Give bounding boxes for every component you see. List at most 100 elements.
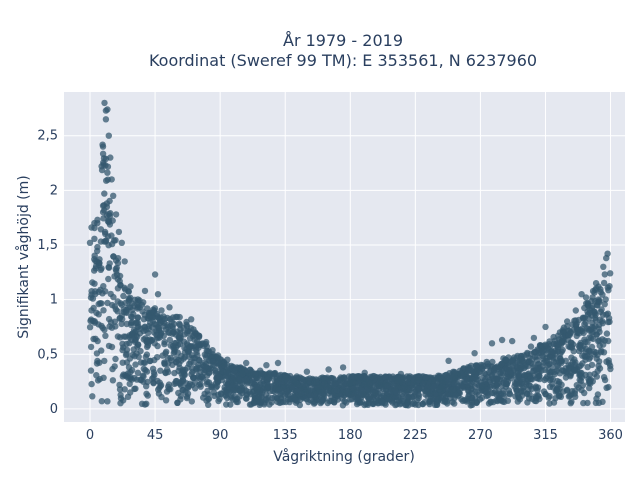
scatter-point bbox=[397, 370, 405, 378]
y-tick-label: 2,5 bbox=[37, 129, 58, 144]
scatter-point bbox=[234, 395, 241, 402]
scatter-point bbox=[177, 357, 185, 364]
scatter-point bbox=[567, 400, 574, 407]
scatter-point bbox=[514, 398, 521, 405]
scatter-point bbox=[123, 350, 130, 357]
scatter-point bbox=[132, 328, 139, 335]
scatter-point bbox=[227, 394, 234, 401]
scatter-point bbox=[478, 394, 486, 401]
scatter-point bbox=[108, 176, 115, 183]
scatter-point bbox=[607, 365, 614, 373]
scatter-point bbox=[137, 347, 144, 355]
scatter-point bbox=[596, 298, 603, 306]
scatter-point bbox=[501, 392, 508, 400]
scatter-point bbox=[221, 362, 228, 369]
scatter-point bbox=[471, 350, 478, 357]
scatter-point bbox=[274, 359, 282, 367]
scatter-point bbox=[601, 271, 608, 278]
scatter-point bbox=[359, 387, 366, 395]
scatter-point bbox=[427, 390, 434, 397]
scatter-point bbox=[488, 340, 496, 347]
scatter-point bbox=[445, 357, 452, 364]
scatter-point bbox=[341, 398, 348, 405]
scatter-point bbox=[536, 375, 543, 383]
scatter-point bbox=[188, 371, 195, 378]
scatter-point bbox=[298, 375, 305, 382]
scatter-point bbox=[98, 398, 106, 405]
scatter-point bbox=[177, 326, 184, 333]
scatter-point bbox=[534, 353, 541, 360]
scatter-point bbox=[114, 255, 122, 262]
scatter-point bbox=[434, 374, 442, 382]
x-tick-label: 360 bbox=[598, 428, 623, 443]
scatter-point bbox=[92, 290, 99, 298]
scatter-point bbox=[579, 382, 587, 389]
scatter-point bbox=[111, 303, 119, 310]
scatter-point bbox=[86, 239, 94, 246]
scatter-point bbox=[493, 382, 500, 389]
y-tick-label: 2 bbox=[50, 183, 58, 198]
scatter-point bbox=[105, 264, 113, 271]
scatter-point bbox=[502, 356, 510, 364]
scatter-point bbox=[362, 375, 370, 382]
scatter-point bbox=[596, 342, 603, 349]
scatter-point bbox=[172, 331, 179, 338]
scatter-point bbox=[586, 384, 593, 392]
scatter-point bbox=[170, 345, 177, 352]
scatter-point bbox=[327, 377, 334, 384]
x-tick-label: 225 bbox=[403, 428, 428, 443]
scatter-point bbox=[166, 329, 173, 337]
scatter-point bbox=[515, 371, 522, 379]
scatter-point bbox=[510, 354, 518, 361]
scatter-point bbox=[188, 398, 195, 405]
scatter-point bbox=[263, 362, 270, 369]
scatter-point bbox=[185, 382, 193, 390]
scatter-point bbox=[157, 332, 164, 339]
scatter-point bbox=[235, 375, 243, 382]
scatter-point bbox=[451, 373, 458, 380]
scatter-point bbox=[101, 99, 108, 107]
scatter-point bbox=[525, 395, 533, 402]
scatter-point bbox=[572, 307, 579, 314]
scatter-point bbox=[488, 372, 496, 379]
scatter-point bbox=[598, 348, 605, 356]
scatter-point bbox=[498, 336, 506, 344]
scatter-point bbox=[375, 385, 383, 392]
scatter-point bbox=[509, 337, 516, 345]
scatter-point bbox=[161, 360, 168, 368]
x-tick-label: 45 bbox=[147, 428, 164, 443]
scatter-point bbox=[102, 332, 109, 339]
scatter-point bbox=[571, 356, 578, 363]
scatter-point bbox=[151, 271, 159, 278]
scatter-point bbox=[158, 307, 165, 314]
scatter-point bbox=[606, 318, 613, 325]
scatter-point bbox=[116, 386, 124, 393]
scatter-point bbox=[200, 394, 207, 401]
scatter-point bbox=[149, 324, 156, 331]
scatter-point bbox=[87, 343, 95, 351]
scatter-point bbox=[558, 359, 565, 367]
scatter-point bbox=[243, 359, 250, 367]
scatter-point bbox=[256, 389, 263, 396]
scatter-point bbox=[109, 377, 117, 384]
scatter-point bbox=[162, 397, 170, 404]
scatter-point bbox=[110, 237, 118, 244]
scatter-point bbox=[513, 364, 521, 371]
scatter-point bbox=[121, 386, 128, 393]
scatter-point bbox=[426, 400, 433, 408]
scatter-point bbox=[138, 400, 146, 407]
scatter-point bbox=[102, 230, 109, 237]
scatter-point bbox=[531, 397, 539, 404]
scatter-point bbox=[596, 328, 603, 335]
scatter-point bbox=[578, 291, 585, 298]
scatter-point bbox=[605, 383, 612, 391]
scatter-point bbox=[487, 399, 494, 406]
scatter-point bbox=[90, 335, 97, 343]
scatter-point bbox=[155, 386, 162, 393]
y-tick-label: 1 bbox=[50, 293, 58, 308]
scatter-point bbox=[252, 370, 259, 377]
scatter-point bbox=[121, 258, 128, 265]
scatter-point bbox=[103, 177, 110, 184]
scatter-point bbox=[100, 307, 107, 314]
